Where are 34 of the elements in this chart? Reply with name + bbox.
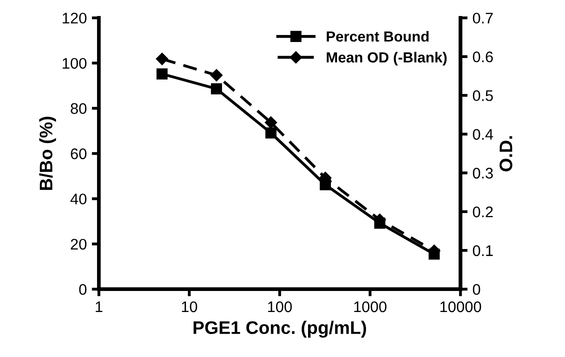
- y-tick-label: 0: [79, 284, 86, 295]
- x-tick-label: 1000: [354, 301, 386, 312]
- y-tick-label: 40: [70, 194, 86, 204]
- y2-tick-label: 0.5: [472, 90, 493, 102]
- legend-label: Percent Bound: [326, 30, 429, 42]
- y2-axis-title: O.D.: [500, 136, 512, 172]
- x-tick-label: 100: [268, 301, 292, 312]
- y-tick-label: 80: [70, 103, 86, 114]
- point: [156, 52, 168, 66]
- y2-tick-label: 0.2: [472, 206, 493, 218]
- y2-tick-label: 0.6: [472, 51, 493, 62]
- x-axis-title: PGE1 Conc. (pg/mL): [194, 320, 366, 338]
- point: [428, 248, 440, 260]
- point: [210, 83, 222, 94]
- y2-tick-label: 0.7: [472, 12, 493, 24]
- x-tick-label: 10000: [440, 301, 482, 312]
- y2-tick-label: 0.1: [472, 245, 493, 256]
- y-tick-label: 120: [62, 12, 86, 24]
- point: [265, 127, 276, 138]
- legend-label: Mean OD (-Blank): [326, 52, 447, 66]
- y2-tick-label: 0: [472, 284, 480, 295]
- y2-tick-label: 0.4: [472, 129, 494, 140]
- point: [210, 69, 223, 82]
- y-axis-title: B/Bo (%): [39, 116, 56, 190]
- y-tick-label: 60: [70, 148, 86, 160]
- point: [320, 179, 331, 190]
- point: [156, 68, 168, 80]
- point: [374, 218, 386, 229]
- x-tick-label: 1: [96, 302, 102, 312]
- y2-tick-label: 0.3: [472, 168, 493, 179]
- y-tick-label: 20: [70, 238, 86, 250]
- x-tick-label: 10: [182, 301, 198, 312]
- point: [264, 116, 278, 129]
- y-tick-label: 100: [62, 58, 86, 69]
